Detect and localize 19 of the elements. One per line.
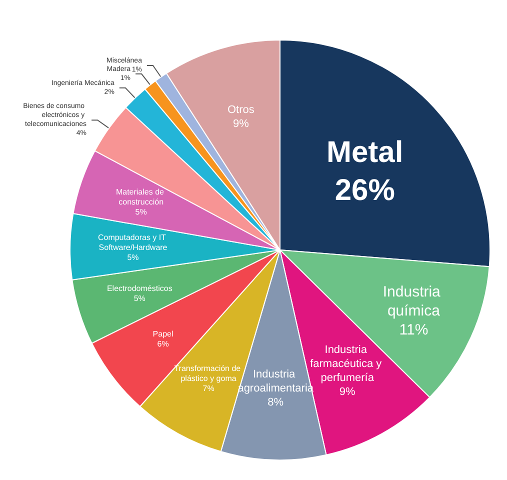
slice-label: Transformación de plástico y goma [174,364,243,383]
slice-label: Papel [152,330,174,339]
slice-label: Electrodomésticos [106,284,172,294]
slice-label: Otros [228,104,255,116]
data-label: 9% [233,118,250,130]
slice-label: Computadoras y IT Software/Hardware [98,233,168,252]
data-label: 5% [135,207,147,216]
data-label: 11% [399,322,428,339]
slice-label: Industria química [382,284,445,320]
slice-label: Metal [326,136,404,170]
slice-label: Industria farmacéutica y perfumería [310,344,385,384]
data-label: 5% [127,253,139,262]
data-label: 8% [268,396,284,409]
data-label: 5% [134,294,146,304]
slice-label: Materiales de construcción [116,187,166,206]
data-label: 26% [334,174,395,208]
data-label: 9% [339,386,356,398]
data-label: 7% [202,384,214,393]
data-label: 6% [157,340,169,349]
